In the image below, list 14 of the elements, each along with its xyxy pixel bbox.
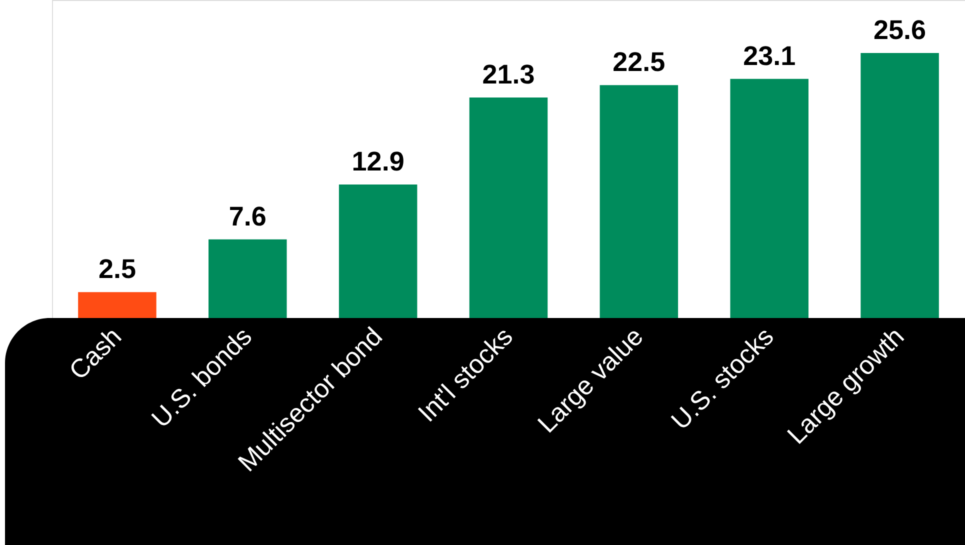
bar	[860, 53, 939, 318]
data-label: 25.6	[874, 15, 926, 45]
bar	[730, 78, 808, 318]
bar	[208, 239, 287, 318]
data-label: 2.5	[98, 254, 136, 284]
bar	[469, 98, 548, 318]
data-label: 12.9	[352, 146, 404, 176]
bar	[78, 292, 156, 318]
bar	[338, 184, 418, 318]
data-label: 7.6	[228, 201, 266, 232]
data-label: 23.1	[743, 40, 796, 71]
bar	[600, 85, 678, 318]
data-label: 21.3	[482, 60, 535, 90]
data-label: 22.5	[612, 47, 666, 78]
